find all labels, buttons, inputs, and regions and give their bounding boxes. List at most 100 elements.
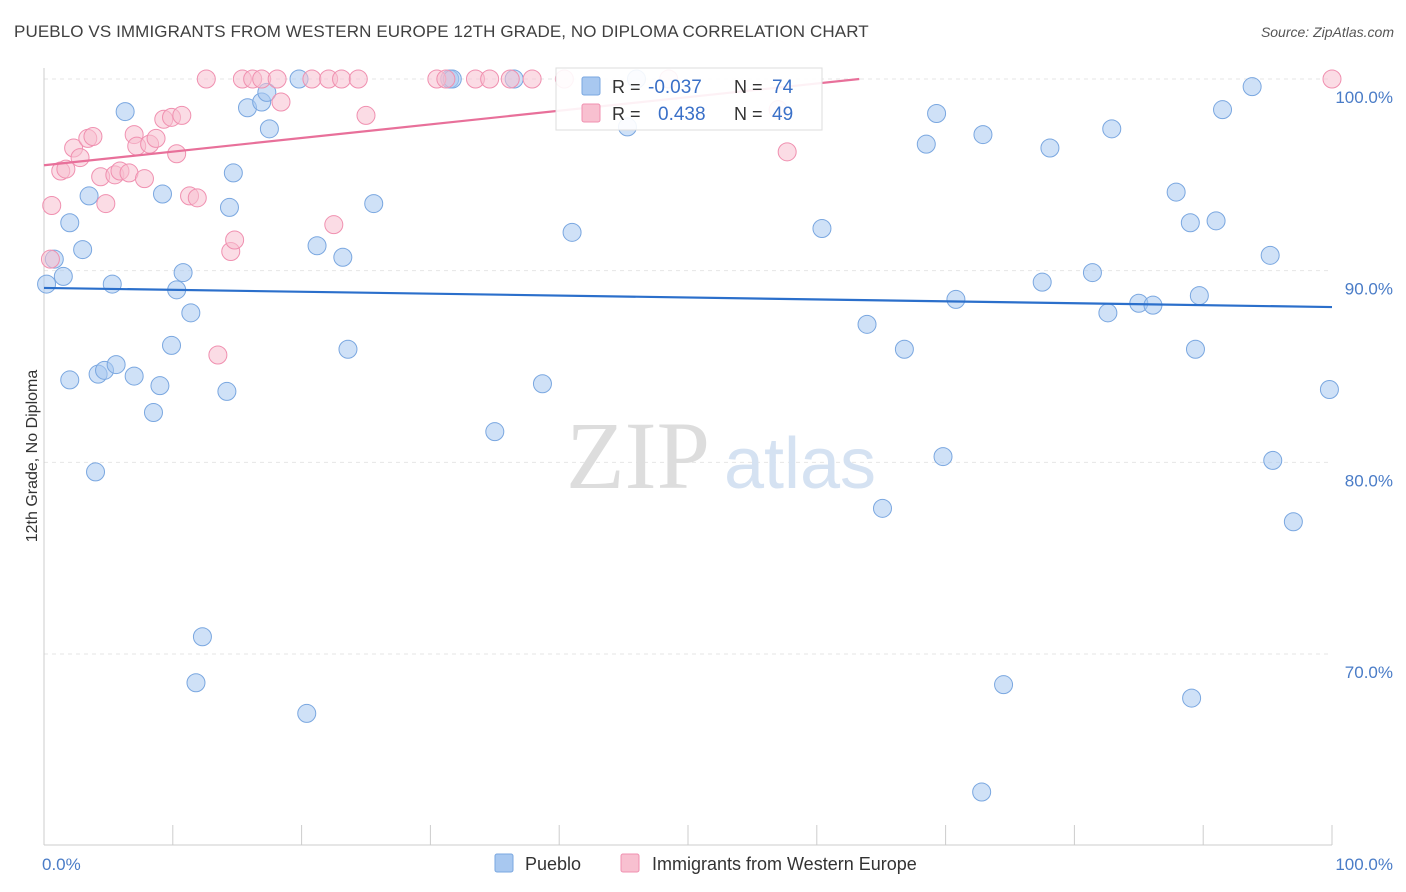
pueblo-point xyxy=(1260,245,1280,265)
y-tick-label: 70.0% xyxy=(1345,663,1393,682)
pueblo-point xyxy=(106,355,126,375)
pueblo-point xyxy=(972,782,992,802)
pueblo-point xyxy=(1189,286,1209,306)
pueblo-point xyxy=(186,673,206,693)
immigrants-point xyxy=(777,142,797,162)
chart-source: Source: ZipAtlas.com xyxy=(1260,24,1394,40)
pueblo-point xyxy=(73,240,93,260)
pueblo-point xyxy=(223,163,243,183)
pueblo-point xyxy=(219,197,239,217)
pueblo-point xyxy=(1102,119,1122,139)
immigrants-point xyxy=(172,105,192,125)
legend-r-label: R = xyxy=(612,104,641,124)
immigrants-point xyxy=(134,169,154,189)
pueblo-point xyxy=(259,119,279,139)
pueblo-point xyxy=(1098,303,1118,323)
pueblo-point xyxy=(485,422,505,442)
pueblo-point xyxy=(946,289,966,309)
pueblo-point xyxy=(192,627,212,647)
pueblo-trend-line xyxy=(43,286,1333,309)
legend-n-value-pueblo: 74 xyxy=(772,77,794,98)
pueblo-point xyxy=(297,703,317,723)
pueblo-point xyxy=(894,339,914,359)
immigrants-point xyxy=(225,230,245,250)
watermark-atlas: atlas xyxy=(724,424,876,504)
x-tick-label-max: 100.0% xyxy=(1335,855,1393,874)
legend-n-value-immigrants: 49 xyxy=(772,104,793,125)
immigrants-point xyxy=(267,69,287,89)
pueblo-point xyxy=(217,381,237,401)
immigrants-point xyxy=(196,69,216,89)
pueblo-point xyxy=(872,498,892,518)
legend-n-label: N = xyxy=(734,77,763,97)
immigrants-point xyxy=(348,69,368,89)
series-legend-swatch-immigrants xyxy=(620,853,640,873)
x-tick-label-min: 0.0% xyxy=(42,855,81,874)
pueblo-point xyxy=(927,104,947,123)
immigrants-point xyxy=(208,345,228,365)
immigrants-point xyxy=(436,69,456,89)
immigrants-point xyxy=(83,127,103,146)
series-legend-label-pueblo: Pueblo xyxy=(525,854,581,874)
legend-r-value-immigrants: 0.438 xyxy=(658,104,706,125)
immigrants-point xyxy=(187,188,207,208)
immigrants-point xyxy=(356,105,376,125)
y-tick-labels: 100.0% 90.0% 80.0% 70.0% xyxy=(1335,88,1393,682)
pueblo-point xyxy=(181,303,201,323)
watermark-zip: ZIP xyxy=(566,402,710,509)
immigrants-point xyxy=(40,249,60,269)
pueblo-point xyxy=(333,247,353,267)
y-tick-label: 100.0% xyxy=(1335,88,1393,107)
pueblo-point xyxy=(1180,213,1200,233)
series-legend: Pueblo Immigrants from Western Europe xyxy=(494,853,917,874)
immigrants-points xyxy=(40,69,1342,365)
pueblo-point xyxy=(1319,380,1339,399)
watermark: ZIP atlas xyxy=(566,402,876,509)
legend-swatch-pueblo xyxy=(581,76,601,96)
immigrants-point xyxy=(522,69,542,89)
pueblo-point xyxy=(124,366,144,386)
pueblo-point xyxy=(973,125,993,145)
pueblo-point xyxy=(1182,688,1202,708)
immigrants-point xyxy=(167,144,187,164)
immigrants-point xyxy=(480,69,500,89)
pueblo-point xyxy=(532,374,552,394)
series-legend-label-immigrants: Immigrants from Western Europe xyxy=(652,854,917,874)
x-ticks xyxy=(43,825,1333,845)
pueblo-point xyxy=(1242,77,1262,97)
chart-title: PUEBLO VS IMMIGRANTS FROM WESTERN EUROPE… xyxy=(14,22,869,41)
pueblo-point xyxy=(857,314,877,334)
series-legend-swatch-pueblo xyxy=(494,853,514,873)
immigrants-point xyxy=(332,69,352,89)
y-tick-label: 80.0% xyxy=(1345,471,1393,490)
immigrants-point xyxy=(56,159,76,179)
pueblo-point xyxy=(1213,100,1233,120)
pueblo-point xyxy=(102,274,122,294)
y-tick-label: 90.0% xyxy=(1345,280,1393,299)
immigrants-point xyxy=(302,69,322,89)
pueblo-point xyxy=(115,102,135,122)
legend-n-label: N = xyxy=(734,104,763,124)
pueblo-point xyxy=(53,266,73,286)
pueblo-point xyxy=(60,370,80,390)
pueblo-point xyxy=(812,219,832,238)
pueblo-point xyxy=(1032,272,1052,292)
stats-legend: R = -0.037 N = 74 R = 0.438 N = 49 xyxy=(555,67,823,131)
pueblo-point xyxy=(173,263,193,283)
pueblo-point xyxy=(1040,138,1060,158)
pueblo-point xyxy=(307,236,327,256)
immigrants-point xyxy=(1322,69,1342,89)
pueblo-point xyxy=(1263,450,1283,470)
legend-r-value-pueblo: -0.037 xyxy=(648,77,702,98)
pueblo-point xyxy=(916,134,936,154)
pueblo-point xyxy=(364,194,384,214)
pueblo-point xyxy=(60,213,80,233)
pueblo-point xyxy=(1206,211,1226,231)
y-axis-title: 12th Grade, No Diploma xyxy=(24,370,41,543)
immigrants-point xyxy=(70,148,90,168)
pueblo-point xyxy=(143,403,163,422)
pueblo-point xyxy=(37,274,57,294)
pueblo-point xyxy=(338,339,358,359)
pueblo-point xyxy=(1166,182,1186,202)
